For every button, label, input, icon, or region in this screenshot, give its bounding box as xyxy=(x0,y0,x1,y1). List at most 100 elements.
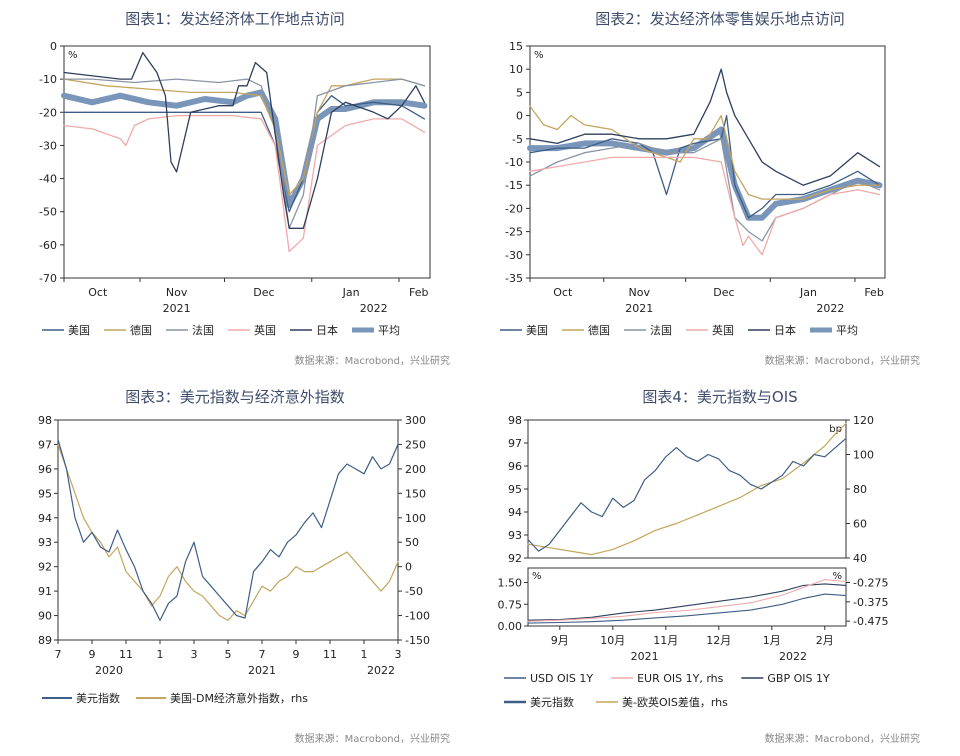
series-line-0 xyxy=(63,95,426,213)
x-tick-label-1: 10月 xyxy=(600,634,625,647)
y-right-label-7: -50 xyxy=(405,585,423,598)
y-tick-label-2: -20 xyxy=(39,106,57,119)
x-month-label-3: Jan xyxy=(342,286,360,299)
x-tick-label-7: 9 xyxy=(293,648,300,661)
y-right-label-4: 100 xyxy=(405,512,426,525)
y-tick-label-3: 0 xyxy=(516,110,523,123)
bottom-series-line-1 xyxy=(527,579,847,622)
legend-label-0: 美国 xyxy=(526,324,548,337)
series-line-3 xyxy=(529,156,881,256)
y-tick-label-5: -10 xyxy=(505,156,523,169)
y-tick-label-1: 10 xyxy=(509,63,523,76)
top-y-left-label-0: 98 xyxy=(508,414,522,427)
chart-panel-1: 图表1：发达经济体工作地点访问 0 -10 -20 -30 -40 -50 -60 -70% O… xyxy=(0,0,470,380)
bottom-y-right-label-1: -0.375 xyxy=(853,596,888,609)
source-note-2: 数据来源：Macrobond，兴业研究 xyxy=(764,356,920,367)
bottom-y2-unit: % xyxy=(832,571,842,582)
series-line-4 xyxy=(529,68,881,186)
x-year-label-1: 2022 xyxy=(779,650,807,663)
legend-label-4: 日本 xyxy=(774,323,796,337)
chart-title-3: 图表3：美元指数与经济意外指数 xyxy=(125,388,345,406)
x-tick-label-4: 1月 xyxy=(763,634,781,647)
x-tick-label-4: 3 xyxy=(191,648,198,661)
chart-title-4: 图表4：美元指数与OIS xyxy=(642,388,798,406)
y-left-label-2: 96 xyxy=(38,463,52,476)
legend-label-1: 美-欧英OIS差值，rhs xyxy=(622,695,728,709)
x-tick-label-9: 1 xyxy=(361,648,368,661)
legend-label-2: 法国 xyxy=(650,323,672,337)
series-line-1 xyxy=(57,443,399,621)
x-tick-label-0: 7 xyxy=(55,648,62,661)
chart-3: 98979695949392919089300250200150100500-5… xyxy=(38,414,430,705)
y-left-label-9: 89 xyxy=(38,634,52,647)
chart-panel-4: 图表4：美元指数与OIS 98 97 96 95 94 93 92 120 100 80 60 40 b… xyxy=(480,380,960,756)
y-tick-label-6: -15 xyxy=(505,179,523,192)
legend-label-1: EUR OIS 1Y, rhs xyxy=(637,672,724,685)
y-tick-label-6: -60 xyxy=(39,239,57,252)
legend-label-5: 平均 xyxy=(836,324,858,337)
x-year-label-1: 2022 xyxy=(816,302,844,315)
series-line-0 xyxy=(57,439,399,621)
top-y-right-label-1: 100 xyxy=(853,449,874,462)
y-tick-label-7: -70 xyxy=(39,272,57,285)
legend-label-3: 英国 xyxy=(254,323,276,337)
x-year-label-2: 2022 xyxy=(367,664,395,677)
bottom-y-unit: % xyxy=(532,571,542,582)
x-tick-label-6: 7 xyxy=(259,648,266,661)
legend-label-4: 日本 xyxy=(316,323,338,337)
x-month-label-3: Jan xyxy=(799,286,817,299)
y-tick-label-3: -30 xyxy=(39,139,57,152)
legend-label-2: 法国 xyxy=(192,323,214,337)
x-month-label-0: Oct xyxy=(88,286,108,299)
y-left-label-5: 93 xyxy=(38,536,52,549)
series-line-4 xyxy=(63,51,426,229)
series-line-1 xyxy=(529,105,881,200)
y-unit-label: % xyxy=(68,50,78,61)
x-month-label-1: Nov xyxy=(166,286,188,299)
y-left-label-1: 97 xyxy=(38,438,52,451)
top-y-right-label-4: 40 xyxy=(853,552,867,565)
y-unit-label: % xyxy=(534,50,544,61)
y-right-label-9: -150 xyxy=(405,634,430,647)
series-line-3 xyxy=(63,114,426,253)
legend-label-1: 德国 xyxy=(130,323,152,337)
series-line-2 xyxy=(63,78,426,229)
top-y-left-label-5: 93 xyxy=(508,529,522,542)
y-tick-label-10: -35 xyxy=(505,272,523,285)
chart-2: 15 10 5 0 -5 -10 -15 -20 -25 -30 -35% Oct Nov Dec Jan F… xyxy=(500,40,886,337)
x-month-label-4: Feb xyxy=(409,286,428,299)
y-tick-label-1: -10 xyxy=(39,73,57,86)
x-tick-label-3: 1 xyxy=(157,648,164,661)
x-year-label-0: 2021 xyxy=(625,302,653,315)
series-line-1 xyxy=(63,78,426,196)
y-right-label-3: 150 xyxy=(405,487,426,500)
x-tick-label-8: 11 xyxy=(323,648,337,661)
y-left-label-6: 92 xyxy=(38,561,52,574)
y-left-label-7: 91 xyxy=(38,585,52,598)
x-tick-label-2: 11 xyxy=(119,648,133,661)
top-y-left-label-4: 94 xyxy=(508,506,522,519)
top-series-line-0 xyxy=(527,437,847,552)
x-tick-label-2: 11月 xyxy=(653,634,678,647)
y-right-label-8: -100 xyxy=(405,610,430,623)
y-right-label-1: 250 xyxy=(405,438,426,451)
chart-title-1: 图表1：发达经济体工作地点访问 xyxy=(125,10,345,28)
source-note-3: 数据来源：Macrobond，兴业研究 xyxy=(294,734,450,745)
x-year-label-1: 2021 xyxy=(248,664,276,677)
y-right-label-6: 0 xyxy=(405,561,412,574)
legend-label-1: 美国-DM经济意外指数，rhs xyxy=(170,691,308,705)
x-month-label-4: Feb xyxy=(864,286,883,299)
legend-label-0: 美元指数 xyxy=(76,691,120,705)
x-year-label-0: 2021 xyxy=(163,302,191,315)
bottom-plot-frame xyxy=(527,567,847,627)
chart-panel-2: 图表2：发达经济体零售娱乐地点访问 15 10 5 0 -5 -10 -15 -20 -25 -3… xyxy=(480,0,960,380)
y-tick-label-4: -5 xyxy=(512,133,523,146)
top-y-right-label-3: 60 xyxy=(853,518,867,531)
chart-1: 0 -10 -20 -30 -40 -50 -60 -70% Oct Nov Dec Jan Feb 20… xyxy=(39,40,431,337)
y-tick-label-4: -40 xyxy=(39,173,57,186)
x-year-label-0: 2021 xyxy=(631,650,659,663)
source-note-4: 数据来源：Macrobond，兴业研究 xyxy=(764,734,920,745)
x-month-label-2: Dec xyxy=(713,286,734,299)
chart-panel-3: 图表3：美元指数与经济意外指数 98 97 96 95 94 93 92 91 90 89 300 2… xyxy=(0,380,470,756)
bottom-series-line-2 xyxy=(527,583,847,621)
